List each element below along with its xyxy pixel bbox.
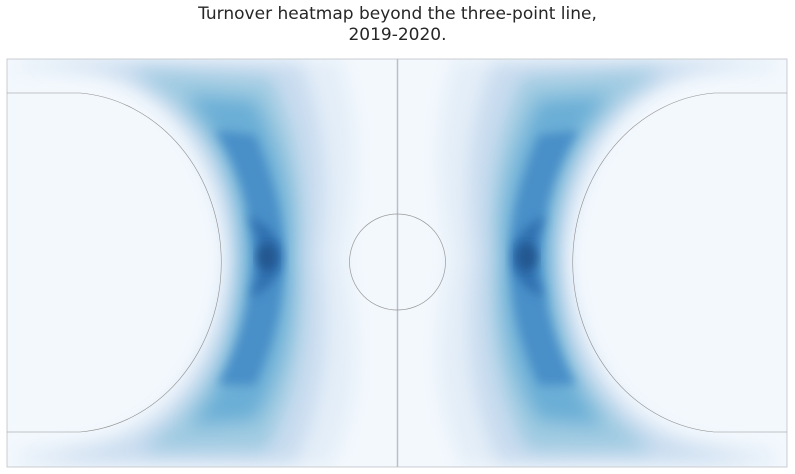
center-circle	[349, 213, 446, 311]
court-lines	[6, 58, 788, 468]
three-point-line-right	[572, 92, 787, 433]
three-point-line-left	[7, 92, 222, 433]
chart-subtitle: 2019-2020.	[348, 25, 447, 45]
chart-title-block: Turnover heatmap beyond the three-point …	[0, 4, 795, 46]
density-right	[437, 59, 774, 467]
chart-title: Turnover heatmap beyond the three-point …	[198, 4, 597, 24]
density-layer	[20, 59, 774, 467]
density-left	[20, 59, 357, 467]
